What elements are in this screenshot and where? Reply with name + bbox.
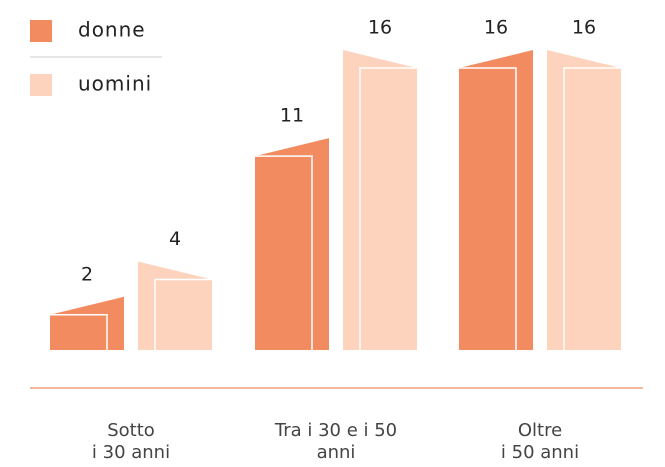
bar	[138, 261, 212, 350]
x-tick-label: Tra i 30 e i 50 anni	[274, 420, 398, 463]
bar	[459, 50, 533, 350]
value-label: 11	[280, 105, 304, 127]
value-label: 16	[368, 17, 392, 39]
bar-highlight	[50, 314, 108, 350]
legend-swatch	[30, 20, 52, 42]
bar	[255, 138, 329, 350]
bar	[50, 296, 124, 350]
bar-highlight	[255, 155, 313, 350]
bar	[547, 50, 621, 350]
bar-highlight	[459, 67, 517, 350]
bar-highlight	[563, 67, 621, 350]
value-label: 16	[484, 17, 508, 39]
legend-label: donne	[78, 18, 146, 42]
x-tick-label: Sotto i 30 anni	[91, 420, 171, 463]
bar	[343, 50, 417, 350]
bar-highlight	[359, 67, 417, 350]
value-label: 2	[81, 263, 93, 285]
bar-highlight	[154, 278, 212, 350]
value-label: 4	[169, 228, 181, 250]
legend-swatch	[30, 74, 52, 96]
x-tick-label: Oltre i 50 anni	[500, 420, 580, 463]
value-label: 16	[572, 17, 596, 39]
legend-label: uomini	[78, 72, 152, 96]
